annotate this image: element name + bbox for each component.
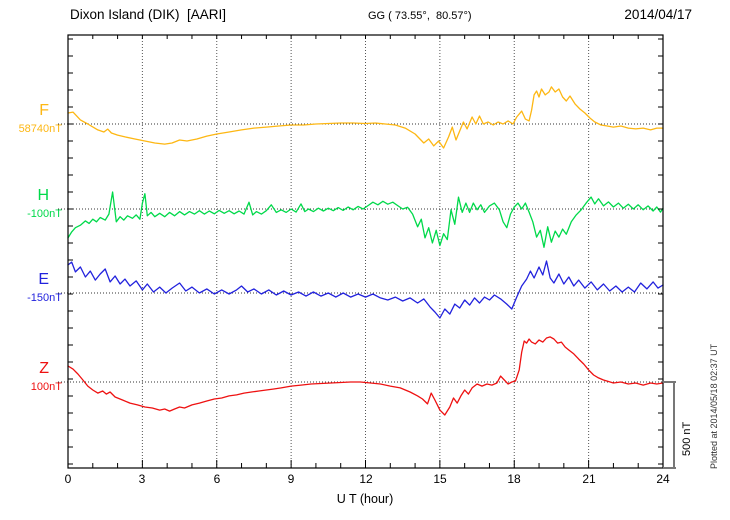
channel-letter-H: H xyxy=(37,187,49,204)
scalebar-label: 500 nT xyxy=(681,421,693,456)
x-tick-18: 18 xyxy=(507,472,521,486)
trace-F xyxy=(67,86,664,149)
channel-label-F: F 58740nT xyxy=(2,103,62,135)
x-tick-0: 0 xyxy=(64,472,72,486)
x-tick-12: 12 xyxy=(359,472,373,486)
plotted-at-note: Plotted at 2014/05/18 02:37 UT xyxy=(709,343,719,469)
channel-letter-E: E xyxy=(38,271,49,288)
geographic-coordinates: GG ( 73.55°, 80.57°) xyxy=(368,10,472,22)
x-tick-15: 15 xyxy=(433,472,447,486)
channel-label-H: H -100nT xyxy=(2,188,62,220)
observation-date: 2014/04/17 xyxy=(624,7,692,22)
channel-letter-Z: Z xyxy=(39,360,49,377)
channel-label-E: E -150nT xyxy=(2,272,62,304)
channel-ref-H: -100nT xyxy=(27,208,62,220)
channel-ref-Z: 100nT xyxy=(30,381,62,393)
channel-label-Z: Z 100nT xyxy=(2,361,62,393)
channel-ref-E: -150nT xyxy=(27,292,62,304)
x-tick-21: 21 xyxy=(582,472,596,486)
channel-letter-F: F xyxy=(39,102,49,119)
station-title: Dixon Island (DIK) [AARI] xyxy=(70,7,227,22)
x-tick-3: 3 xyxy=(138,472,146,486)
trace-H xyxy=(67,191,664,248)
channel-ref-F: 58740nT xyxy=(18,123,62,135)
x-tick-6: 6 xyxy=(213,472,221,486)
x-tick-24: 24 xyxy=(656,472,670,486)
trace-Z xyxy=(67,336,664,416)
x-tick-9: 9 xyxy=(287,472,295,486)
x-axis-label: U T (hour) xyxy=(336,492,394,506)
trace-E xyxy=(67,260,664,319)
